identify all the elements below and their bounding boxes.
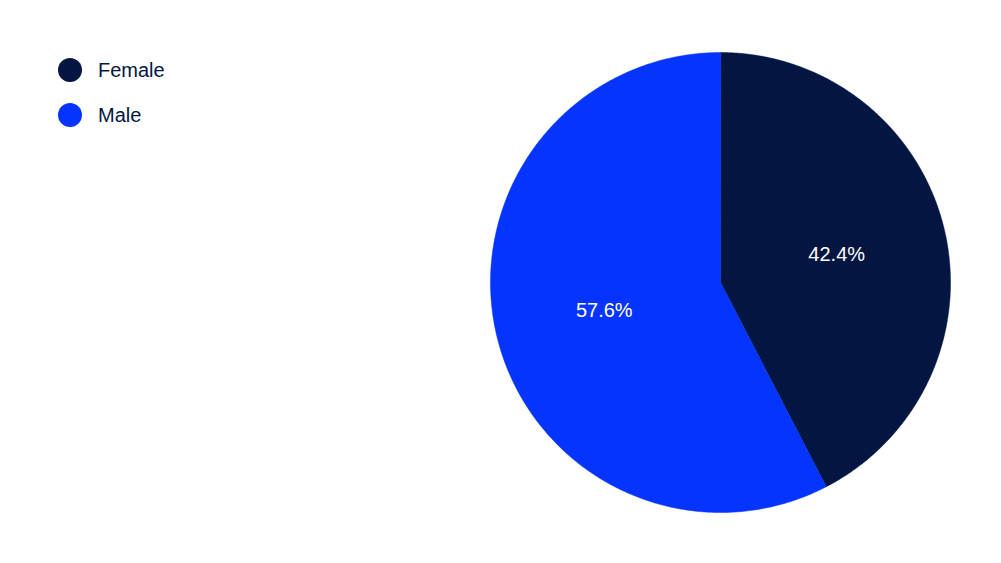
html-text:Male: Male xyxy=(98,103,142,126)
svg-text:57.6%: 57.6% xyxy=(576,299,633,321)
html-text:Female: Female xyxy=(98,58,165,81)
svg-text:42.4%: 42.4% xyxy=(808,243,865,265)
